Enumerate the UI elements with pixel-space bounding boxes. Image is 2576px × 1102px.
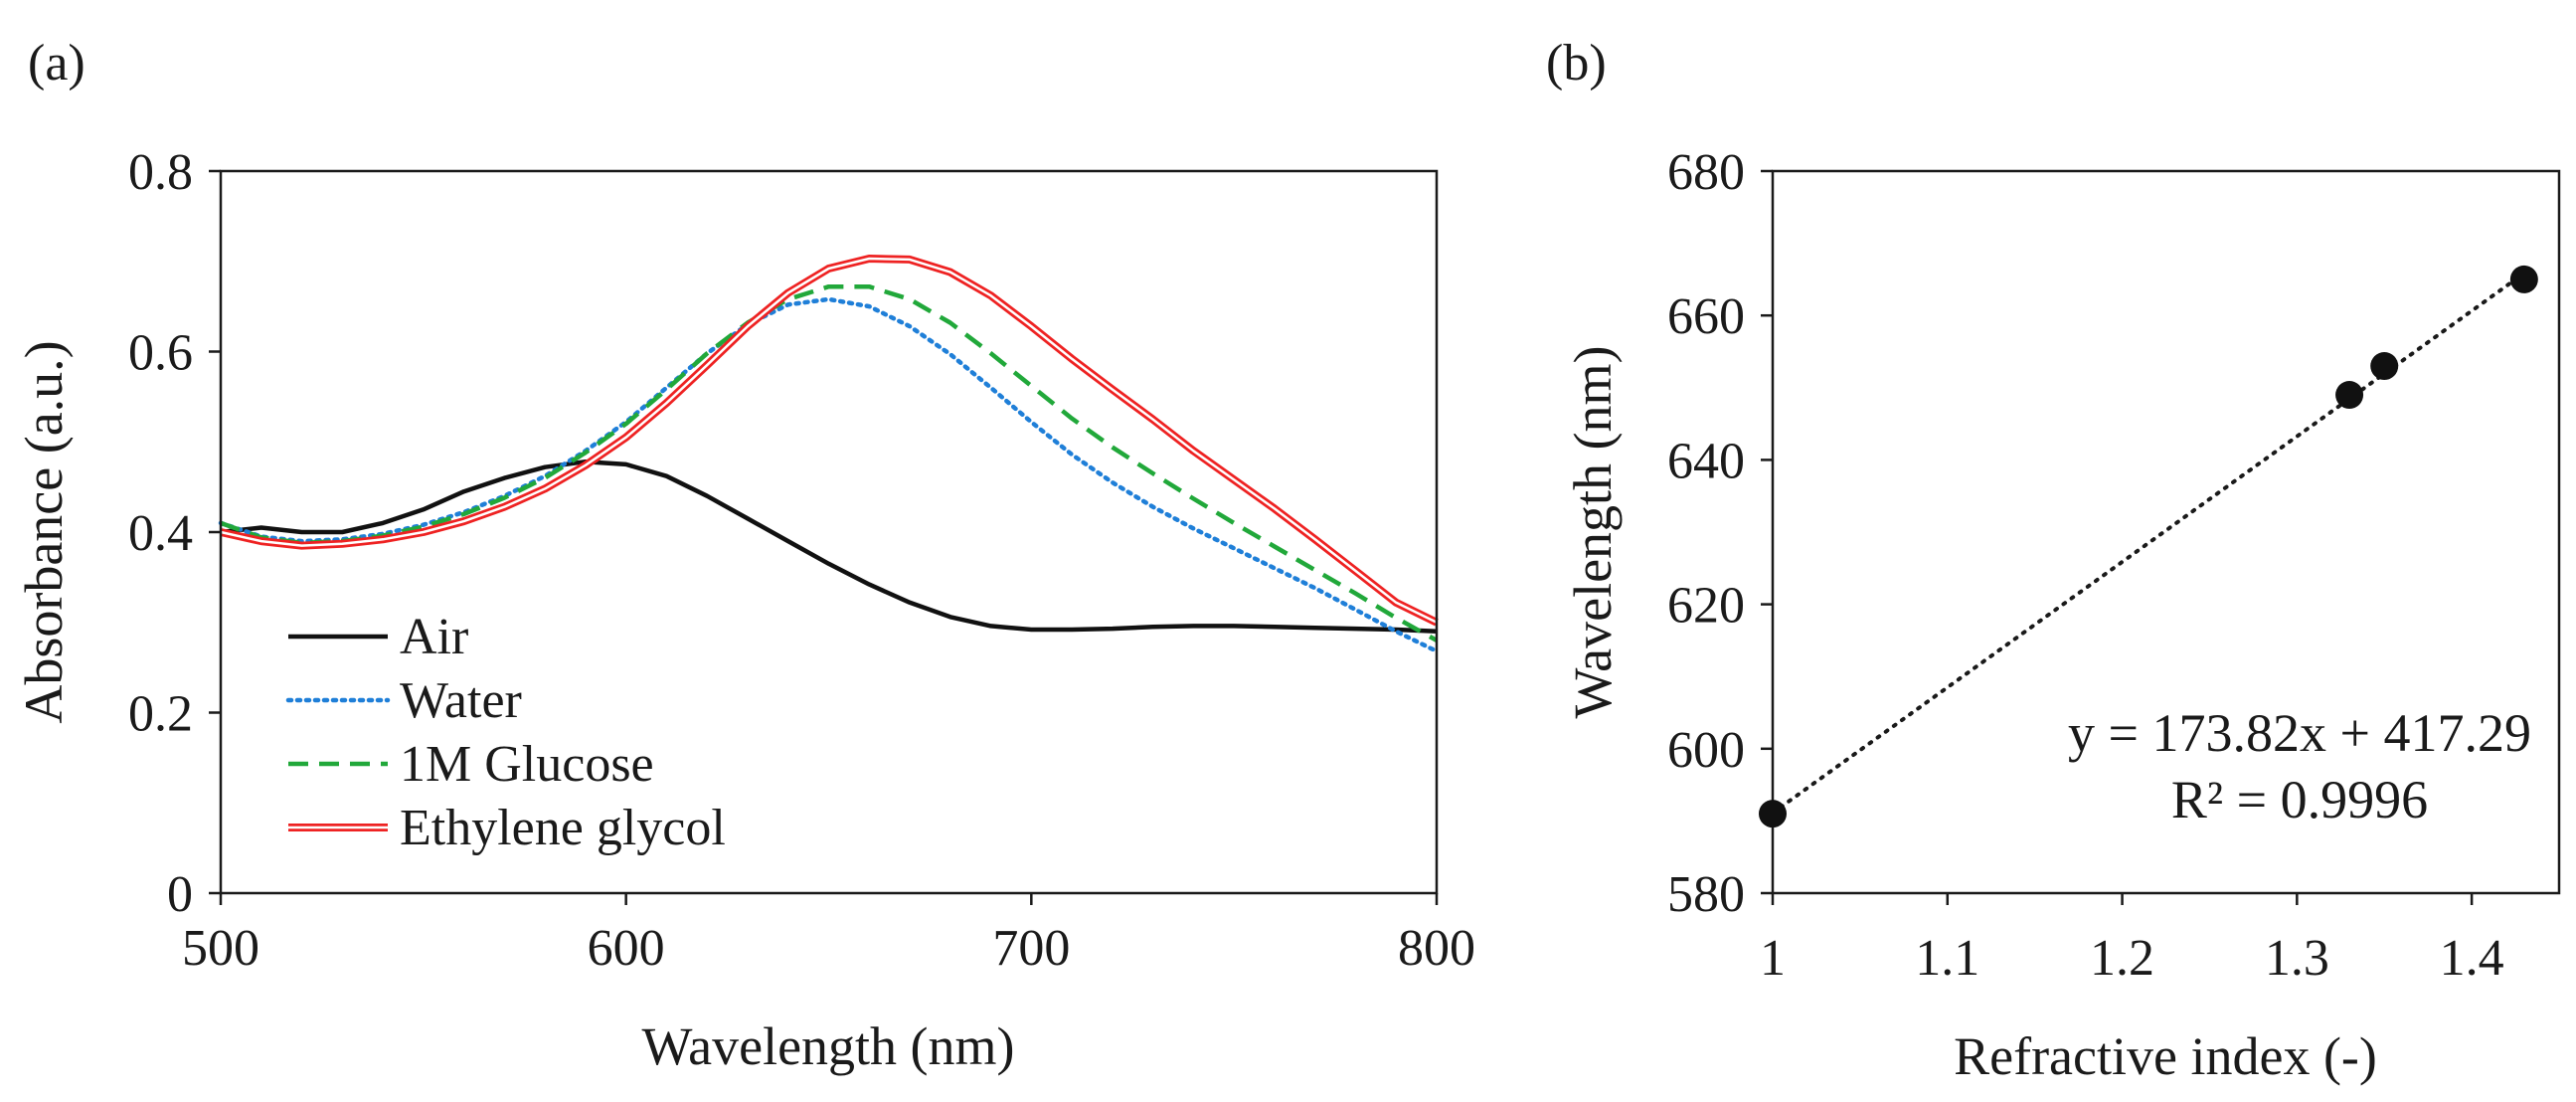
panel-b-y-tick-label: 580	[1667, 866, 1745, 923]
legend-label-water: Water	[400, 672, 522, 729]
panel-b-y-tick-label: 680	[1667, 144, 1745, 201]
panel-b-y-tick-label: 640	[1667, 433, 1745, 489]
series-ethylene-glycol-line	[220, 255, 1439, 627]
legend-item-water: Water	[285, 672, 522, 729]
series-ethylene-glycol-line-inner	[220, 257, 1438, 624]
panel-b-y-tick-label: 620	[1667, 578, 1745, 635]
panel-a-label: (a)	[28, 35, 86, 92]
legend-label-1m-glucose: 1M Glucose	[400, 736, 654, 793]
series-1m-glucose-line	[220, 283, 1439, 643]
legend-item-ethylene-glycol: Ethylene glycol	[288, 800, 726, 856]
panel-b-scatter-chart: (b) 1 1.1 1.2 1.3 1.4 580 600 620 640 660 680 y =…	[1546, 35, 2561, 1086]
panel-b-points	[1759, 265, 2538, 828]
panel-b-x-ticks: 1 1.1 1.2 1.3 1.4	[1760, 893, 2504, 987]
panel-b-r-squared: R² = 0.9996	[2171, 770, 2428, 829]
panel-a-x-tick-label: 700	[992, 920, 1070, 977]
panel-b-y-ticks: 580 600 620 640 660 680	[1667, 144, 1773, 923]
legend-item-air: Air	[288, 609, 468, 665]
panel-a-curves	[218, 255, 1440, 654]
panel-b-y-tick-label: 660	[1667, 288, 1745, 345]
panel-a-x-ticks: 500 600 700 800	[182, 893, 1475, 977]
panel-a-x-axis-title: Wavelength (nm)	[641, 1016, 1014, 1076]
panel-a-x-tick-label: 500	[182, 920, 259, 977]
panel-b-x-axis-title: Refractive index (-)	[1954, 1026, 2377, 1086]
legend-item-1m-glucose: 1M Glucose	[288, 736, 654, 793]
panel-a-legend: Air Water 1M Glucose Ethylene glycol	[285, 609, 726, 856]
panel-b-equation: y = 173.82x + 417.29	[2068, 703, 2531, 763]
panel-a-y-tick-label: 0.8	[128, 144, 193, 201]
panel-a-line-chart: (a) 500 600 700 800 0 0.2 0.4 0.6 0.8 Wavelengt…	[14, 35, 1475, 1076]
panel-a-y-tick-label: 0.6	[128, 325, 193, 382]
legend-label-air: Air	[400, 609, 468, 665]
panel-a-x-tick-label: 800	[1398, 920, 1475, 977]
series-water-line	[218, 296, 1440, 654]
legend-label-ethylene-glycol: Ethylene glycol	[400, 800, 726, 856]
data-point	[2370, 352, 2399, 381]
panel-b-x-tick-label: 1	[1760, 930, 1786, 987]
panel-a-y-ticks: 0 0.2 0.4 0.6 0.8	[128, 144, 221, 923]
panel-b-label: (b)	[1546, 35, 1607, 92]
panel-b-plot-frame	[1771, 169, 2561, 895]
panel-b-x-tick-label: 1.1	[1915, 930, 1979, 987]
panel-a-y-tick-label: 0	[167, 866, 193, 923]
panel-b-x-tick-label: 1.3	[2265, 930, 2329, 987]
panel-b-x-tick-label: 1.2	[2090, 930, 2154, 987]
panel-a-x-tick-label: 600	[588, 920, 665, 977]
data-point	[1759, 800, 1787, 828]
panel-b-y-tick-label: 600	[1667, 722, 1745, 779]
panel-b-y-axis-title: Wavelength (nm)	[1563, 345, 1623, 718]
data-point	[2335, 381, 2364, 410]
panel-b-x-tick-label: 1.4	[2440, 930, 2504, 987]
panel-a-y-tick-label: 0.4	[128, 505, 193, 562]
panel-a-y-axis-title: Absorbance (a.u.)	[14, 340, 74, 723]
data-point	[2509, 265, 2538, 293]
panel-a-y-tick-label: 0.2	[128, 686, 193, 743]
series-air-line	[220, 459, 1438, 635]
